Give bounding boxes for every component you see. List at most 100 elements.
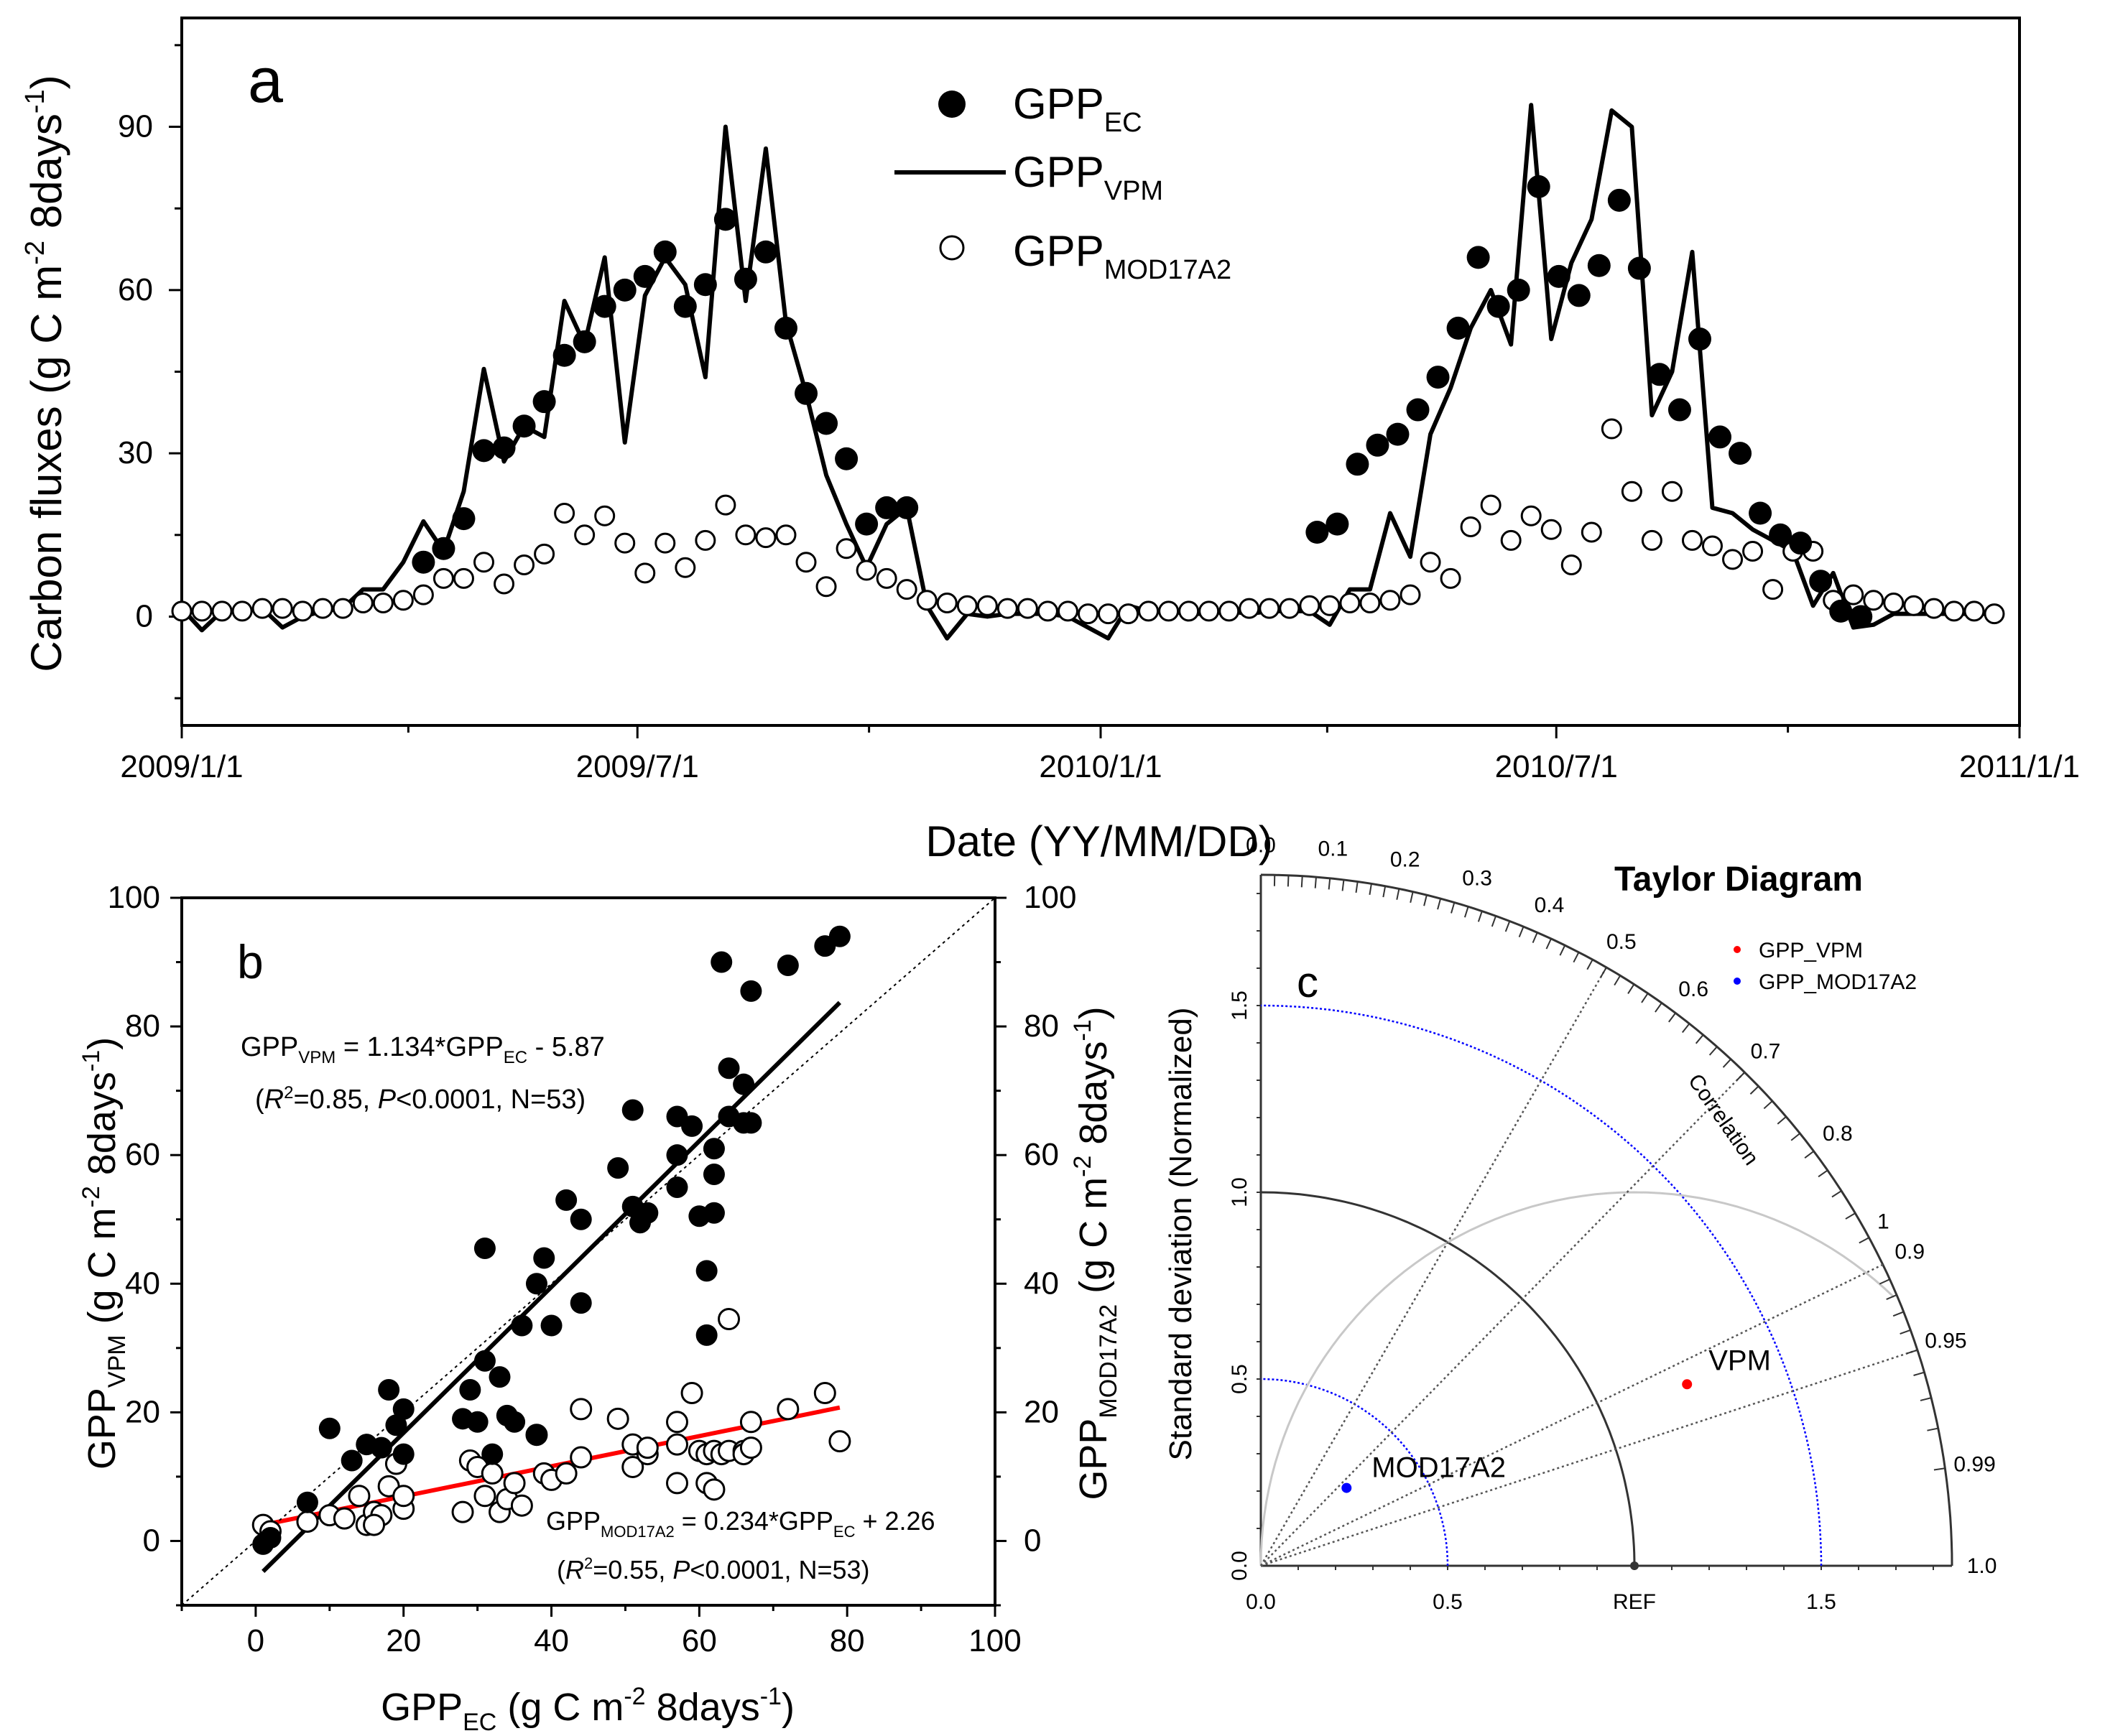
vpm-scatter-point bbox=[703, 1138, 725, 1160]
correlation-minor-tick bbox=[1708, 1046, 1718, 1056]
gpp-mod17a2-point bbox=[876, 567, 897, 589]
x-tick-label: 2009/1/1 bbox=[120, 749, 243, 784]
gpp-ec-point bbox=[1849, 605, 1873, 628]
gpp-ec-point bbox=[693, 273, 717, 297]
gpp-ec-point bbox=[875, 496, 899, 519]
gpp-mod17a2-point bbox=[574, 524, 596, 546]
mod17a2-scatter-point bbox=[570, 1446, 593, 1469]
vpm-scatter-point bbox=[666, 1176, 688, 1198]
gpp-mod17a2-point bbox=[1057, 600, 1078, 622]
correlation-tick-label: 0.4 bbox=[1535, 893, 1565, 917]
taylor-point-label-mod17a2: MOD17A2 bbox=[1371, 1452, 1506, 1484]
gpp-mod17a2-point bbox=[494, 573, 515, 595]
correlation-minor-tick bbox=[1845, 1212, 1856, 1220]
gpp-ec-point bbox=[1466, 246, 1490, 269]
gpp-mod17a2-point bbox=[1943, 600, 1965, 622]
gpp-mod17a2-point bbox=[1601, 418, 1622, 440]
vpm-scatter-point bbox=[570, 1208, 592, 1230]
gpp-mod17a2-point bbox=[836, 538, 857, 560]
vpm-scatter-point bbox=[525, 1273, 547, 1295]
correlation-minor-tick bbox=[1423, 894, 1428, 906]
std-x-tick-label: 0.0 bbox=[1246, 1590, 1276, 1614]
vpm-scatter-point bbox=[489, 1366, 511, 1388]
panel-b-x-axis-label: GPPEC (g C m-2 8days-1) bbox=[381, 1683, 795, 1736]
std-contour-arc bbox=[1260, 1004, 1823, 1566]
gpp-ec-point bbox=[432, 537, 455, 560]
mod17a2-scatter-point bbox=[739, 1411, 762, 1434]
panel-c-label: c bbox=[1297, 958, 1318, 1006]
vpm-scatter-point bbox=[378, 1379, 400, 1401]
correlation-minor-tick bbox=[1410, 891, 1414, 904]
gpp-mod17a2-point bbox=[755, 527, 777, 549]
gpp-mod17a2-point bbox=[815, 576, 837, 598]
gpp-mod17a2-point bbox=[211, 600, 233, 622]
mod17a2-scatter-point bbox=[570, 1398, 593, 1421]
gpp-ec-point bbox=[653, 240, 677, 264]
vpm-scatter-point bbox=[740, 1112, 762, 1134]
panel-c-y-axis-label: Standard deviation (Normalized) bbox=[1163, 1008, 1198, 1461]
gpp-ec-point bbox=[412, 550, 435, 574]
left-y-tick-label: 0 bbox=[143, 1523, 160, 1558]
x-tick-label: 2009/7/1 bbox=[576, 749, 699, 784]
left-y-tick-label: 20 bbox=[125, 1394, 160, 1429]
x-tick-label: 2011/1/1 bbox=[1959, 749, 2080, 784]
gpp-mod17a2-point bbox=[1681, 529, 1703, 551]
gpp-mod17a2-point bbox=[272, 598, 293, 619]
correlation-minor-tick bbox=[1518, 926, 1525, 937]
correlation-minor-tick bbox=[1369, 883, 1372, 895]
gpp-mod17a2-point bbox=[1701, 535, 1723, 557]
legend-label-gpp-vpm-taylor: GPP_VPM bbox=[1759, 939, 1863, 962]
correlation-minor-tick bbox=[1749, 1085, 1759, 1095]
gpp-mod17a2-point bbox=[1319, 595, 1341, 616]
left-y-tick-label: 60 bbox=[125, 1137, 160, 1172]
gpp-mod17a2-point bbox=[594, 505, 616, 526]
correlation-minor-tick bbox=[1892, 1311, 1905, 1317]
correlation-minor-tick bbox=[1382, 886, 1387, 898]
correlation-minor-tick bbox=[1437, 898, 1442, 910]
mod17a2-scatter-point bbox=[813, 1382, 836, 1404]
mod17a2-scatter-point bbox=[392, 1485, 415, 1508]
taylor-point-vpm bbox=[1682, 1379, 1693, 1390]
gpp-mod17a2-point bbox=[372, 593, 394, 614]
gpp-ec-point bbox=[573, 330, 596, 353]
gpp-ec-point bbox=[593, 294, 616, 318]
gpp-ec-point bbox=[1688, 328, 1711, 351]
mod17a2-scatter-point bbox=[296, 1510, 319, 1533]
correlation-tick-label: 0.95 bbox=[1925, 1329, 1966, 1353]
correlation-minor-tick bbox=[1328, 878, 1331, 890]
correlation-minor-tick bbox=[1695, 1034, 1704, 1044]
gpp-ec-point bbox=[1426, 366, 1450, 389]
gpp-mod17a2-point bbox=[1118, 603, 1139, 625]
correlation-minor-tick bbox=[1933, 1467, 1946, 1471]
gpp-mod17a2-point bbox=[1540, 519, 1562, 540]
mod17a2-scatter-point bbox=[503, 1472, 526, 1495]
gpp-mod17a2-point bbox=[614, 532, 636, 554]
gpp-mod17a2-point bbox=[1279, 598, 1300, 619]
vpm-scatter-point bbox=[259, 1526, 282, 1549]
gpp-ec-point bbox=[673, 294, 697, 318]
1-1-line-line bbox=[181, 897, 996, 1606]
correlation-minor-tick bbox=[1545, 938, 1552, 950]
gpp-mod17a2-point bbox=[554, 503, 575, 524]
gpp-mod17a2-point bbox=[1017, 598, 1038, 619]
right-y-tick-label: 20 bbox=[1024, 1394, 1059, 1429]
gpp-ec-point bbox=[1829, 599, 1853, 623]
vpm-scatter-point bbox=[385, 1414, 407, 1436]
std-y-tick-label: 1.0 bbox=[1228, 1177, 1252, 1207]
vpm-scatter-point bbox=[621, 1099, 644, 1121]
correlation-tick-label: 0.0 bbox=[1246, 833, 1276, 857]
vpm-scatter-point bbox=[711, 951, 733, 973]
gpp-mod17a2-point bbox=[1621, 481, 1642, 502]
correlation-minor-tick bbox=[1655, 1002, 1662, 1013]
mod17a2-scatter-point bbox=[680, 1382, 703, 1404]
gpp-mod17a2-point bbox=[534, 543, 555, 565]
gpp-mod17a2-point bbox=[1218, 600, 1240, 622]
panel-b-right-y-axis-label: GPPMOD17A2 (g C m-2 8days-1) bbox=[1069, 1006, 1122, 1500]
gpp-ec-point bbox=[855, 512, 879, 536]
gpp-ec-point bbox=[1547, 264, 1570, 288]
mod17a2-scatter-point bbox=[739, 1436, 762, 1459]
panel-a-label: a bbox=[248, 45, 283, 116]
gpp-ec-point bbox=[754, 240, 777, 264]
std-y-tick-label: 0.0 bbox=[1228, 1551, 1252, 1581]
gpp-mod17a2-point bbox=[312, 598, 333, 619]
